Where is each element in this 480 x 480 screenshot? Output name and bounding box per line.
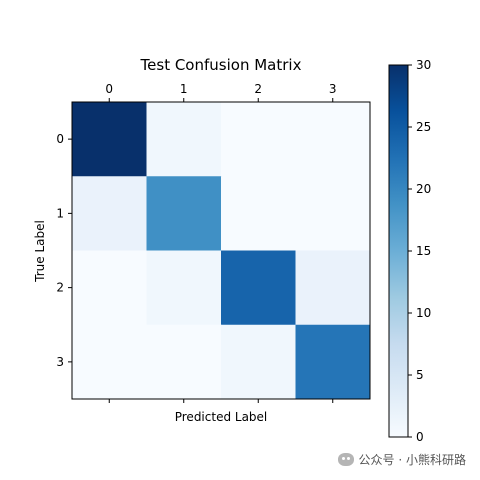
heatmap-cell-1-0	[72, 176, 147, 251]
plot-frame	[71, 101, 371, 400]
watermark-text: 公众号 · 小熊科研路	[358, 453, 466, 467]
y-tick-label: 2	[56, 281, 64, 295]
heatmap-cell-3-3	[295, 324, 371, 400]
heatmap-cell-1-3	[295, 176, 371, 251]
heatmap-cell-3-0	[72, 324, 147, 400]
watermark: 公众号 · 小熊科研路	[337, 451, 466, 468]
x-axis-label: Predicted Label	[175, 410, 268, 424]
x-tick-label: 3	[329, 82, 337, 96]
heatmap-cell-0-1	[146, 102, 222, 177]
heatmap-cell-3-2	[221, 324, 296, 400]
y-tick-label: 1	[56, 206, 64, 220]
colorbar-tick-label: 15	[416, 244, 431, 258]
colorbar-tick-label: 5	[416, 368, 424, 382]
y-tick-label: 3	[56, 355, 64, 369]
colorbar	[388, 64, 409, 438]
heatmap-cell-1-1	[146, 176, 222, 251]
x-tick-label: 1	[180, 82, 188, 96]
chart-title: Test Confusion Matrix	[140, 56, 302, 74]
wechat-icon	[337, 453, 354, 466]
y-tick-label: 0	[56, 132, 64, 146]
heatmap-cell-0-3	[295, 102, 371, 177]
colorbar-tick-label: 10	[416, 306, 431, 320]
heatmap-cell-3-1	[146, 324, 222, 400]
heatmap-cell-2-1	[146, 250, 222, 326]
colorbar-tick-label: 20	[416, 182, 431, 196]
heatmap-cell-0-2	[221, 102, 296, 177]
heatmap-cell-2-3	[295, 250, 371, 326]
heatmap-cell-2-2	[221, 250, 296, 326]
x-tick-label: 0	[105, 82, 113, 96]
heatmap-cell-0-0	[72, 102, 147, 177]
colorbar-tick-label: 30	[416, 58, 431, 72]
colorbar-tick-label: 0	[416, 430, 424, 444]
x-tick-label: 2	[254, 82, 262, 96]
colorbar-tick-label: 25	[416, 120, 431, 134]
heatmap-cell-1-2	[221, 176, 296, 251]
y-axis-label: True Label	[33, 220, 47, 283]
heatmap-cell-2-0	[72, 250, 147, 326]
